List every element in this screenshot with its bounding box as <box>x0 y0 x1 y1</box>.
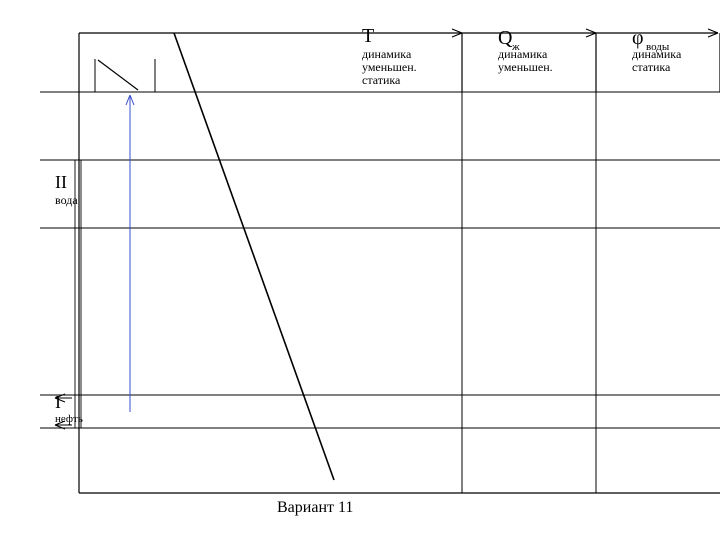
phi-axis-label-line-1: статика <box>632 60 671 74</box>
zone-i-sub: нефть <box>55 413 83 425</box>
zone-ii-sub: вода <box>55 193 78 207</box>
background <box>0 0 720 540</box>
t-axis-label-line-2: статика <box>362 73 401 87</box>
zone-ii-label: II <box>55 172 67 192</box>
t-axis-label-letter: T <box>362 25 374 47</box>
phi-axis-label-line-0: динамика <box>632 47 682 61</box>
q-axis-label-letter: Q <box>498 27 513 49</box>
zone-i-label: I <box>55 392 61 412</box>
figure-caption: Вариант 11 <box>277 499 353 516</box>
diagram-canvas: Tдинамикауменьшен.статикаQждинамикаумень… <box>0 0 720 540</box>
q-axis-label-line-1: уменьшен. <box>498 60 553 74</box>
q-axis-label-line-0: динамика <box>498 47 548 61</box>
t-axis-label-line-1: уменьшен. <box>362 60 417 74</box>
phi-axis-label-letter: φ <box>632 27 644 49</box>
t-axis-label-line-0: динамика <box>362 47 412 61</box>
